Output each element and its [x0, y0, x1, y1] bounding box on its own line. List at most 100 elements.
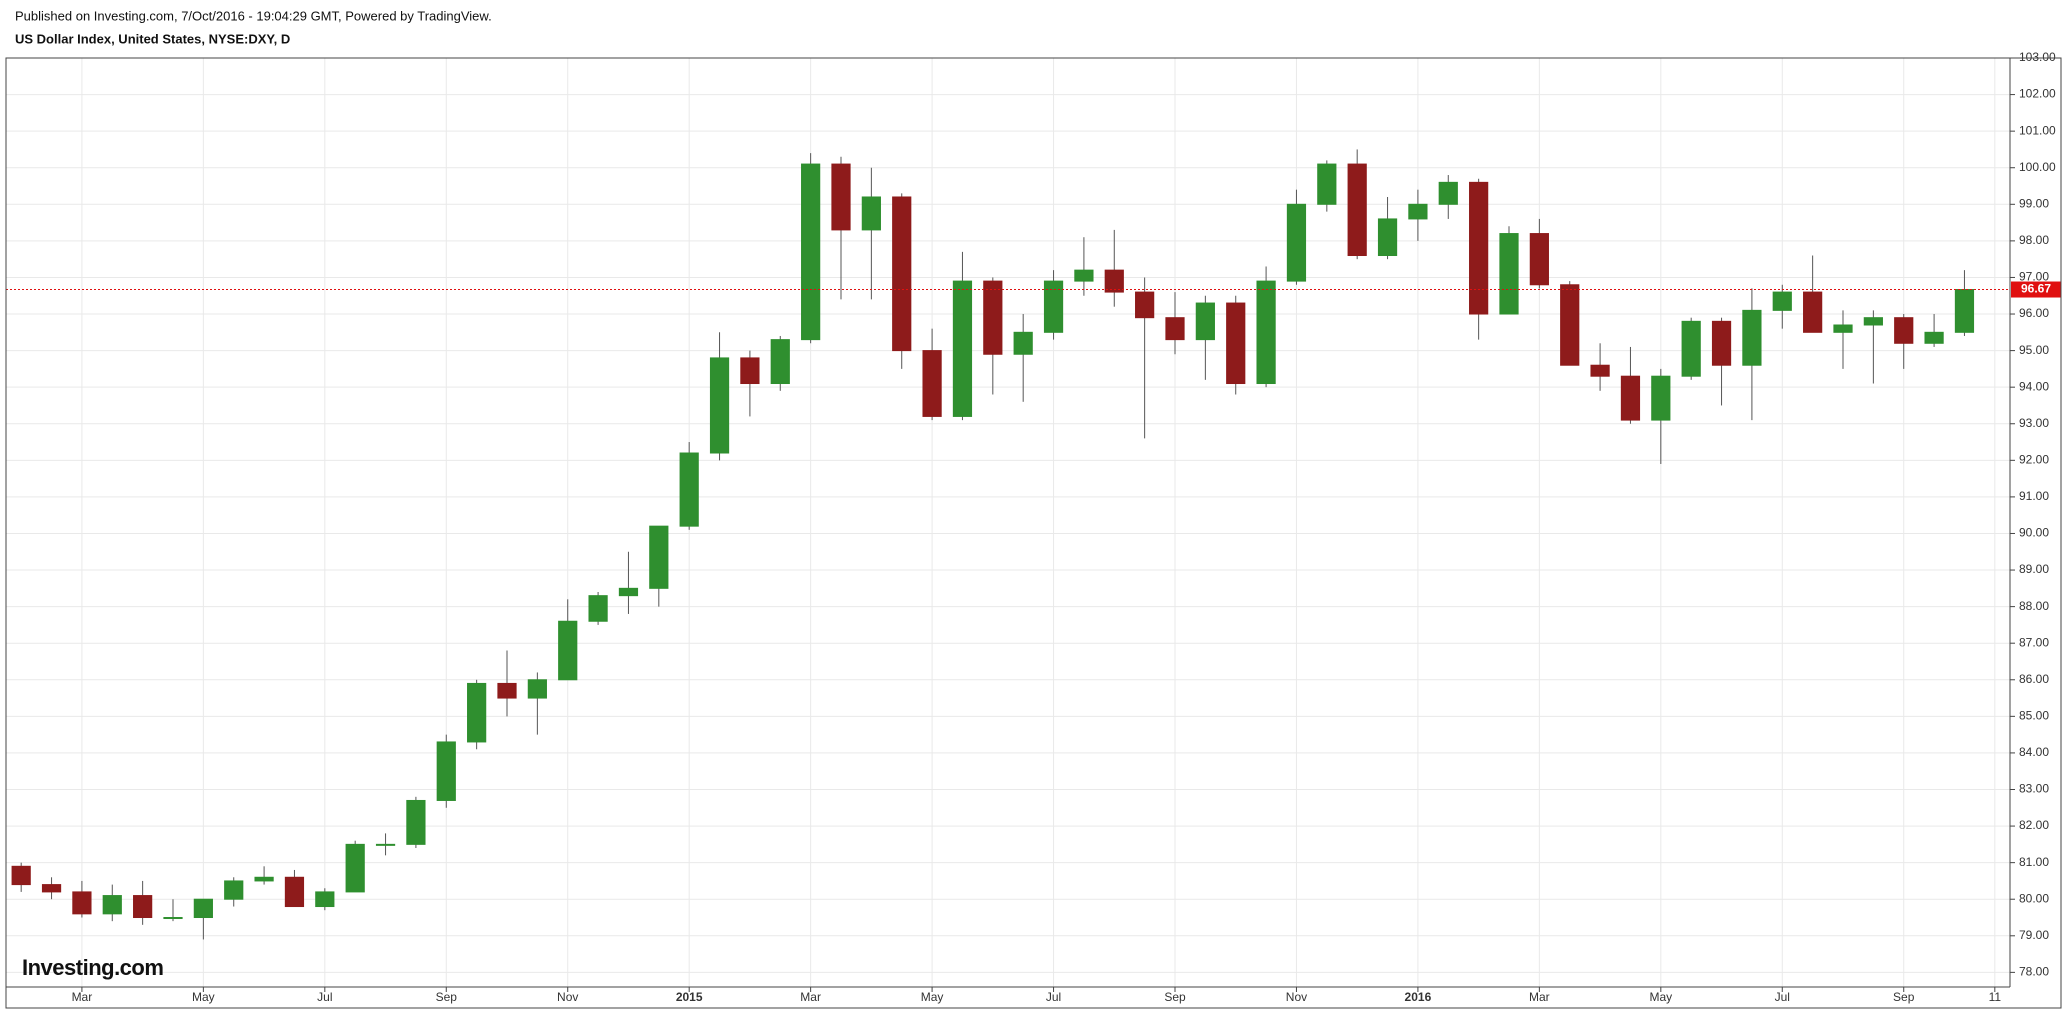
- y-tick-label: 81.00: [2019, 855, 2049, 869]
- candle-body: [1954, 289, 1975, 333]
- candle-body: [436, 741, 456, 801]
- x-tick-label: Jul: [317, 990, 332, 1004]
- candle-body: [1499, 233, 1519, 315]
- y-tick-label: 90.00: [2019, 526, 2049, 540]
- candle-body: [497, 682, 517, 699]
- candle-body: [1529, 233, 1549, 286]
- x-tick-label: Jul: [1046, 990, 1061, 1004]
- candle-body: [406, 799, 426, 845]
- last-price-tag: [2011, 281, 2061, 298]
- candle-body: [1924, 331, 1944, 344]
- watermark: Investing.com: [22, 955, 163, 980]
- candle-body: [649, 525, 669, 589]
- candle-body: [558, 620, 578, 681]
- y-tick-label: 84.00: [2019, 745, 2049, 759]
- candle-body: [1742, 309, 1762, 366]
- candle-body: [1590, 364, 1610, 377]
- candle-body: [224, 880, 244, 900]
- candle-body: [193, 898, 213, 919]
- y-tick-label: 95.00: [2019, 343, 2049, 357]
- x-tick-label: 2016: [1405, 990, 1432, 1004]
- candle-body: [861, 196, 881, 231]
- x-tick-label: 2015: [676, 990, 703, 1004]
- candle-body: [588, 595, 608, 622]
- candle-body: [11, 865, 31, 886]
- candle-body: [1408, 203, 1428, 220]
- candle-body: [1104, 269, 1124, 293]
- x-tick-label: Sep: [436, 990, 458, 1004]
- candle-body: [1620, 375, 1641, 421]
- y-tick-label: 97.00: [2019, 270, 2049, 284]
- candle-body: [345, 843, 365, 893]
- y-tick-label: 82.00: [2019, 818, 2049, 832]
- x-tick-label: Jul: [1775, 990, 1790, 1004]
- x-tick-label: Nov: [557, 990, 578, 1004]
- candle-body: [679, 452, 699, 527]
- y-tick-label: 102.00: [2019, 87, 2056, 101]
- candle-body: [1894, 317, 1914, 344]
- x-tick-label: Sep: [1164, 990, 1186, 1004]
- candle-body: [770, 339, 790, 385]
- candle-body: [618, 587, 639, 597]
- y-tick-label: 89.00: [2019, 562, 2049, 576]
- y-tick-label: 94.00: [2019, 379, 2049, 393]
- candle-body: [740, 357, 760, 385]
- candle-body: [1469, 181, 1489, 315]
- y-tick-label: 92.00: [2019, 452, 2049, 466]
- y-tick-label: 83.00: [2019, 782, 2049, 796]
- candle-body: [1043, 280, 1064, 333]
- x-tick-label: Mar: [1529, 990, 1550, 1004]
- y-tick-label: 91.00: [2019, 489, 2049, 503]
- candle-body: [41, 884, 62, 893]
- y-tick-label: 103.00: [2019, 50, 2056, 64]
- candle-body: [831, 163, 851, 231]
- candle-body: [952, 280, 973, 417]
- y-tick-label: 85.00: [2019, 709, 2049, 723]
- chart-frame: [5, 57, 2062, 1009]
- x-tick-label: Mar: [72, 990, 93, 1004]
- candle-body: [1803, 291, 1823, 333]
- candle-body: [1195, 302, 1215, 341]
- candle-body: [254, 876, 274, 882]
- x-tick-label: May: [1649, 990, 1672, 1004]
- candle-body: [892, 196, 912, 352]
- candle-body: [284, 876, 305, 908]
- candle-body: [315, 891, 335, 908]
- candle-body: [133, 895, 153, 919]
- y-tick-label: 87.00: [2019, 635, 2049, 649]
- candle-body: [163, 917, 183, 920]
- candle-body: [1226, 302, 1246, 385]
- candle-body: [72, 891, 92, 915]
- y-tick-label: 98.00: [2019, 233, 2049, 247]
- y-tick-label: 99.00: [2019, 196, 2049, 210]
- y-tick-label: 80.00: [2019, 891, 2049, 905]
- candle-body: [1256, 280, 1276, 385]
- x-tick-label: May: [921, 990, 944, 1004]
- published-note: Published on Investing.com, 7/Oct/2016 -…: [15, 8, 492, 23]
- x-tick-label: Sep: [1893, 990, 1915, 1004]
- candle-body: [1833, 324, 1853, 333]
- candle-body: [1377, 218, 1398, 257]
- candle-body: [801, 163, 821, 341]
- candle-body: [1135, 291, 1155, 319]
- candle-body: [1165, 317, 1185, 341]
- candle-body: [1681, 320, 1701, 377]
- candle-body: [1013, 331, 1033, 355]
- y-tick-label: 96.00: [2019, 306, 2049, 320]
- candle-body: [527, 679, 547, 699]
- y-tick-label: 93.00: [2019, 416, 2049, 430]
- y-tick-label: 78.00: [2019, 965, 2049, 979]
- candle-body: [1317, 163, 1337, 205]
- candle-body: [1074, 269, 1094, 282]
- x-tick-label: 11: [1989, 990, 2002, 1004]
- candle-body: [1651, 375, 1671, 421]
- candle-body: [1438, 181, 1458, 205]
- y-tick-label: 100.00: [2019, 160, 2056, 174]
- candle-body: [1286, 203, 1307, 282]
- x-tick-label: Nov: [1286, 990, 1307, 1004]
- candle-body: [983, 280, 1003, 355]
- candle-body: [467, 682, 487, 743]
- candle-body: [1347, 163, 1367, 257]
- y-tick-label: 88.00: [2019, 599, 2049, 613]
